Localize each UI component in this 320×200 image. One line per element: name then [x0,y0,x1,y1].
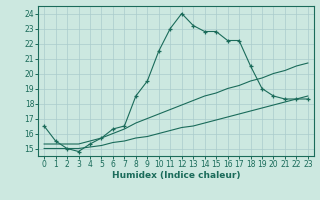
X-axis label: Humidex (Indice chaleur): Humidex (Indice chaleur) [112,171,240,180]
